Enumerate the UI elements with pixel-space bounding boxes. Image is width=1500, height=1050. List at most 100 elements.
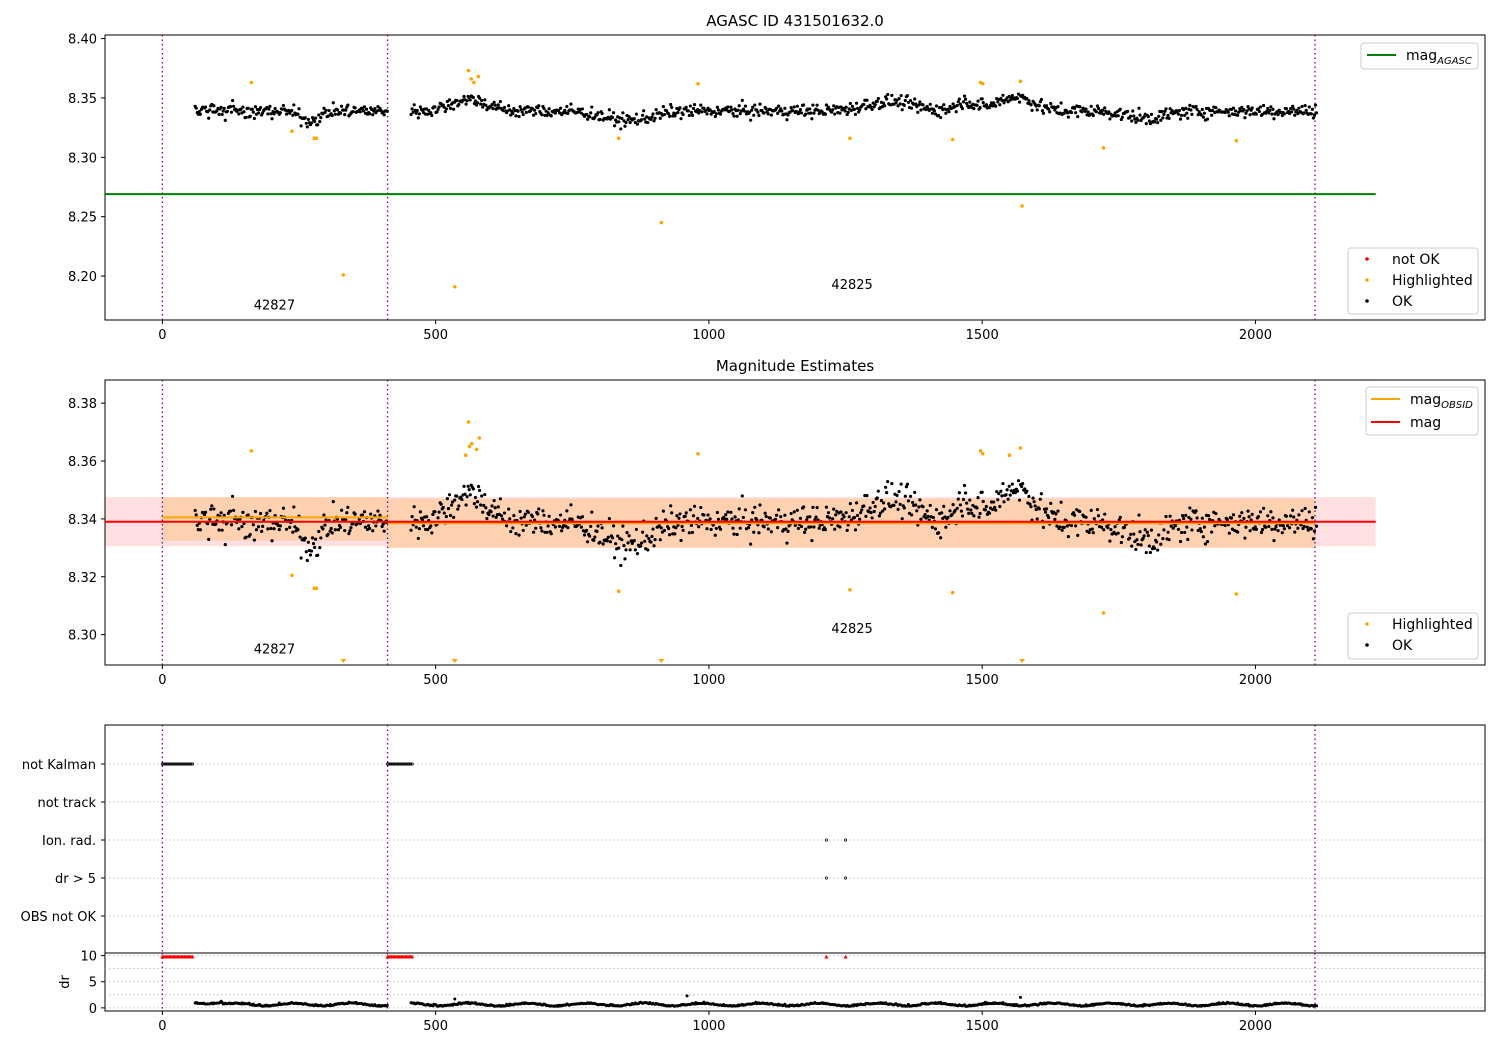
ok-point (846, 110, 850, 114)
ok-point (206, 522, 210, 526)
legend-label: not OK (1392, 252, 1440, 268)
ok-point (1090, 527, 1094, 531)
ok-point (549, 532, 553, 536)
ok-point (1300, 509, 1304, 513)
ok-point (482, 503, 486, 508)
ok-point (1005, 488, 1009, 492)
ok-point (1137, 513, 1141, 517)
flag-point (409, 762, 413, 766)
ok-point (1307, 510, 1311, 514)
axes-frame (104, 724, 1486, 954)
ok-point (1177, 108, 1182, 113)
ok-point (913, 490, 917, 495)
highlighted-point (249, 449, 254, 453)
ok-point (653, 116, 657, 120)
ok-point (326, 532, 330, 536)
ok-point (934, 104, 939, 108)
ok-point (796, 526, 800, 530)
ok-point (1227, 531, 1231, 535)
ok-point (753, 103, 757, 107)
y-tick-label: 5 (89, 976, 97, 991)
ok-point (1302, 111, 1306, 115)
ok-point (225, 109, 229, 113)
ok-point (502, 105, 507, 110)
highlighted-point (950, 590, 955, 595)
ok-point (299, 556, 303, 560)
ok-point (1276, 113, 1280, 117)
ok-point (1176, 112, 1181, 116)
ok-point (824, 505, 829, 509)
ok-point (626, 118, 630, 122)
flag-point (189, 762, 193, 766)
ok-point (316, 553, 320, 557)
ok-point (1001, 481, 1005, 486)
ok-point (864, 107, 868, 111)
ok-point (1201, 535, 1205, 539)
ok-point (1157, 114, 1161, 119)
ok-point (718, 112, 723, 116)
ok-point (1302, 524, 1306, 529)
ok-point (511, 111, 515, 116)
ok-point (632, 539, 636, 543)
ok-point (702, 513, 706, 517)
ok-point (1183, 530, 1187, 535)
ok-point (659, 526, 663, 530)
ok-point (241, 510, 245, 514)
ok-point (614, 542, 618, 546)
ok-point (736, 518, 740, 522)
ok-point (858, 517, 862, 521)
ok-point (914, 503, 918, 507)
ok-point (418, 510, 423, 514)
ok-point (747, 110, 752, 114)
ok-point (996, 498, 1000, 502)
ok-point (713, 533, 717, 537)
highlighted-point (848, 587, 852, 592)
ok-point (1056, 509, 1060, 513)
ok-point (798, 516, 803, 520)
ok-point (251, 523, 255, 527)
ok-point (252, 116, 256, 121)
ok-point (291, 530, 295, 534)
ok-point (1284, 514, 1289, 518)
dr-limit-marker (824, 954, 829, 959)
legend-label: Highlighted (1392, 273, 1473, 289)
ok-point (1281, 524, 1285, 528)
ok-point (917, 103, 921, 107)
flag-row-label: OBS not OK (21, 910, 97, 925)
ok-point (1291, 508, 1295, 512)
ok-point (983, 508, 987, 512)
ok-point (545, 113, 549, 117)
ok-point (890, 482, 894, 486)
ok-point (1199, 113, 1203, 117)
ok-point (1288, 106, 1293, 111)
ok-point (1006, 497, 1010, 501)
ok-point (207, 537, 211, 541)
ok-point (677, 516, 681, 520)
ok-point (627, 115, 631, 119)
ok-point (730, 517, 734, 521)
ok-point (1023, 487, 1027, 491)
ok-point (1248, 113, 1252, 117)
ok-point (217, 528, 221, 532)
ok-point (1136, 542, 1140, 547)
x-tick-label: 500 (423, 673, 448, 688)
ok-point (1106, 526, 1110, 530)
ok-point (600, 526, 604, 530)
ok-point (1120, 115, 1124, 119)
ok-point (439, 502, 443, 506)
ok-point (733, 515, 737, 519)
ok-point (853, 528, 858, 532)
ok-point (679, 117, 683, 121)
ok-point (449, 503, 454, 507)
ok-point (827, 516, 832, 520)
ok-point (210, 504, 214, 508)
panel-dr: 0 500 1000 1500 2000 0 5 10 dr (58, 950, 1486, 1034)
ok-point (557, 524, 562, 528)
ok-point (296, 528, 300, 532)
highlighted-point (950, 137, 955, 142)
ok-point (580, 107, 584, 111)
ok-point (903, 494, 907, 498)
ok-point (862, 504, 866, 508)
ok-point (590, 510, 594, 514)
ok-point (843, 109, 847, 113)
